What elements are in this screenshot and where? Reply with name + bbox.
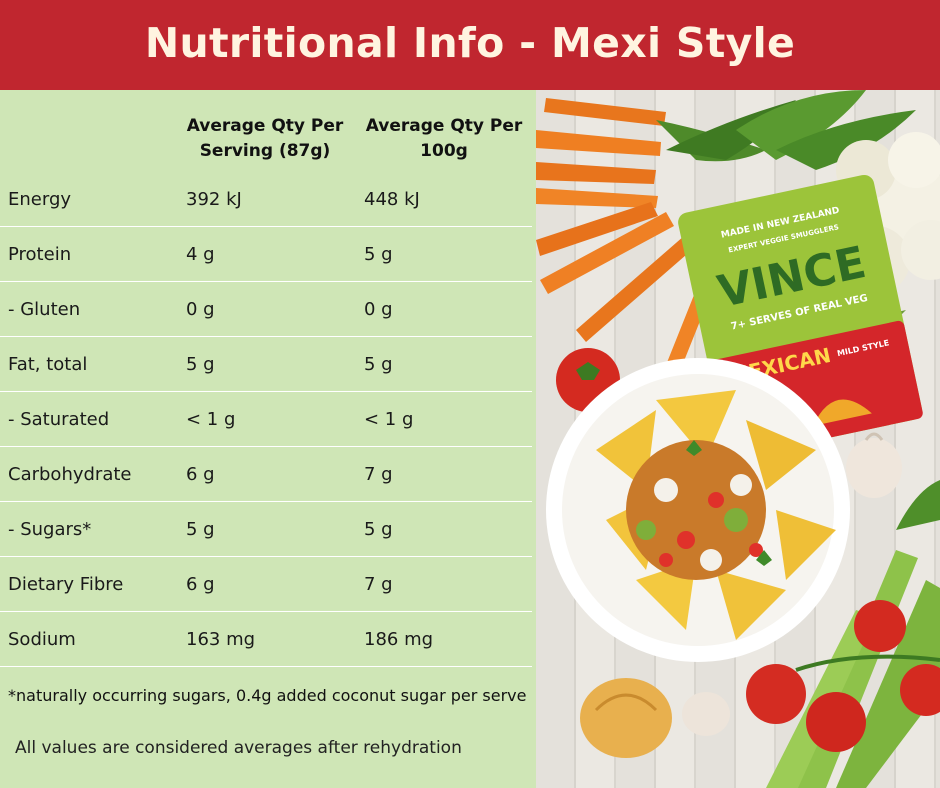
value-per-serving: 6 g	[186, 574, 215, 595]
product-photo: MADE IN NEW ZEALAND EXPERT VEGGIE SMUGGL…	[536, 90, 940, 788]
sugar-footnote: *naturally occurring sugars, 0.4g added …	[8, 686, 527, 705]
value-per-100g: 448 kJ	[364, 189, 420, 210]
value-per-serving: 392 kJ	[186, 189, 242, 210]
nutrition-table: Energy 392 kJ 448 kJ Protein 4 g 5 g - G…	[0, 172, 532, 667]
value-per-serving: < 1 g	[186, 409, 236, 430]
onion-image	[580, 678, 730, 758]
page-title: Nutritional Info - Mexi Style	[144, 19, 796, 67]
table-row: - Sugars* 5 g 5 g	[0, 502, 532, 557]
value-per-100g: 7 g	[364, 574, 393, 595]
value-per-serving: 0 g	[186, 299, 215, 320]
nutrient-name: - Gluten	[8, 299, 81, 320]
nutrient-name: Protein	[8, 244, 72, 265]
carrots-image	[536, 90, 916, 384]
table-row: Dietary Fibre 6 g 7 g	[0, 557, 532, 612]
averages-note: All values are considered averages after…	[15, 738, 462, 758]
value-per-100g: 5 g	[364, 244, 393, 265]
nutrient-name: Sodium	[8, 629, 76, 650]
nutrient-name: Energy	[8, 189, 72, 210]
table-row: Protein 4 g 5 g	[0, 227, 532, 282]
value-per-serving: 5 g	[186, 519, 215, 540]
value-per-serving: 6 g	[186, 464, 215, 485]
nutrition-panel: Average Qty Per Serving (87g) Average Qt…	[0, 90, 536, 788]
value-per-100g: < 1 g	[364, 409, 414, 430]
nutrient-name: Dietary Fibre	[8, 574, 124, 595]
table-row: - Saturated < 1 g < 1 g	[0, 392, 532, 447]
nutrient-name: - Sugars*	[8, 519, 92, 540]
cherry-tomatoes-image	[746, 600, 940, 752]
table-row: Carbohydrate 6 g 7 g	[0, 447, 532, 502]
nachos-plate-image	[546, 358, 850, 662]
value-per-serving: 5 g	[186, 354, 215, 375]
column-header-per-serving: Average Qty Per Serving (87g)	[186, 116, 344, 161]
column-header-per-100g: Average Qty Per 100g	[365, 116, 523, 161]
value-per-100g: 7 g	[364, 464, 393, 485]
food-illustration: MADE IN NEW ZEALAND EXPERT VEGGIE SMUGGL…	[536, 90, 940, 788]
table-row: - Gluten 0 g 0 g	[0, 282, 532, 337]
value-per-serving: 163 mg	[186, 629, 256, 650]
nutrient-name: Fat, total	[8, 354, 88, 375]
garlic-image	[846, 432, 902, 498]
value-per-100g: 186 mg	[364, 629, 434, 650]
table-row: Energy 392 kJ 448 kJ	[0, 172, 532, 227]
table-row: Fat, total 5 g 5 g	[0, 337, 532, 392]
nutrient-name: - Saturated	[8, 409, 110, 430]
header-banner: Nutritional Info - Mexi Style	[0, 0, 940, 90]
value-per-100g: 0 g	[364, 299, 393, 320]
value-per-100g: 5 g	[364, 519, 393, 540]
value-per-100g: 5 g	[364, 354, 393, 375]
table-row: Sodium 163 mg 186 mg	[0, 612, 532, 667]
value-per-serving: 4 g	[186, 244, 215, 265]
nutrient-name: Carbohydrate	[8, 464, 132, 485]
